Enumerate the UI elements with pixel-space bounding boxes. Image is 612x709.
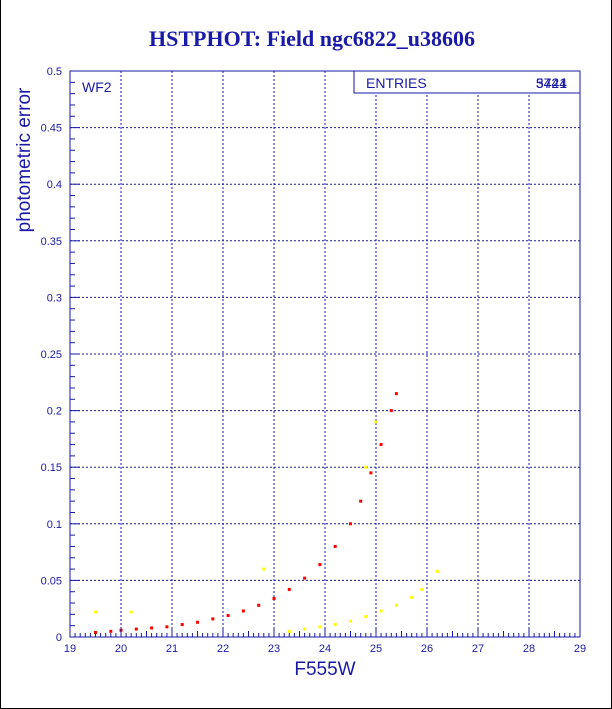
ticks xyxy=(69,70,581,638)
data-point xyxy=(129,610,133,614)
x-tick-label: 21 xyxy=(166,643,178,655)
x-tick-label: 25 xyxy=(370,643,382,655)
y-tick-label: 0 xyxy=(56,632,62,644)
x-tick-label: 26 xyxy=(421,643,433,655)
data-point xyxy=(196,620,199,624)
grid xyxy=(70,71,580,637)
data-point xyxy=(94,610,97,614)
y-axis-label: photometric error xyxy=(14,87,35,232)
data-point xyxy=(109,629,113,633)
data-point xyxy=(134,627,138,631)
stats-value-1: 5421 xyxy=(536,75,567,91)
x-tick-label: 28 xyxy=(523,643,535,655)
data-point xyxy=(272,597,276,601)
data-point xyxy=(394,603,398,607)
data-point xyxy=(165,625,169,629)
data-point xyxy=(364,465,368,469)
data-point xyxy=(394,392,398,396)
data-point xyxy=(349,619,352,623)
data-point xyxy=(241,609,245,613)
x-tick-label: 29 xyxy=(574,643,586,655)
x-tick-label: 22 xyxy=(217,643,229,655)
data-point xyxy=(349,522,352,526)
data-point xyxy=(333,623,337,627)
data-point xyxy=(369,471,373,475)
data-point xyxy=(150,626,154,630)
data-point xyxy=(389,409,393,413)
data-point xyxy=(374,420,378,424)
y-tick-label: 0.05 xyxy=(41,575,62,587)
y-tick-label: 0.2 xyxy=(47,406,62,418)
y-tick-label: 0.45 xyxy=(41,123,62,135)
x-tick-label: 27 xyxy=(472,643,484,655)
data-point xyxy=(333,544,337,548)
stats-box: ENTRIES 5421 3744 xyxy=(353,70,581,94)
data-point xyxy=(303,576,307,580)
data-point xyxy=(211,617,215,621)
y-tick-label: 0.15 xyxy=(41,462,62,474)
data-point xyxy=(379,443,383,447)
data-point xyxy=(257,603,261,607)
y-tick-label: 0.3 xyxy=(47,292,62,304)
data-point xyxy=(262,567,266,571)
data-point xyxy=(318,563,322,567)
data-point xyxy=(435,569,439,573)
y-tick-label: 0.25 xyxy=(41,349,62,361)
panel-label: WF2 xyxy=(82,79,112,95)
x-tick-label: 24 xyxy=(319,643,331,655)
tick-labels: 19 20 21 22 23 24 25 26 27 28 29 0 0.05 0.1 0.15 0.2 0.2… xyxy=(41,66,587,655)
y-tick-label: 0.4 xyxy=(47,179,62,191)
data-point xyxy=(180,623,184,627)
chart-title: HSTPHOT: Field ngc6822_u38606 xyxy=(149,26,475,51)
data-point xyxy=(226,613,230,617)
y-tick-label: 0.35 xyxy=(41,236,62,248)
data-point xyxy=(287,587,291,591)
data-point xyxy=(379,609,383,613)
x-axis-label: F555W xyxy=(294,659,355,680)
data-point xyxy=(364,615,368,619)
x-tick-label: 23 xyxy=(268,643,280,655)
stats-label: ENTRIES xyxy=(366,75,427,91)
data-point xyxy=(318,625,322,629)
stats-value-2: 3744 xyxy=(536,75,567,91)
data-point xyxy=(420,587,424,591)
y-tick-label: 0.1 xyxy=(47,519,62,531)
y-tick-label: 0.5 xyxy=(47,66,62,78)
data-point xyxy=(410,595,414,599)
data-point xyxy=(303,627,307,631)
x-tick-label: 20 xyxy=(115,643,127,655)
x-tick-label: 19 xyxy=(64,643,76,655)
data-point xyxy=(359,499,363,503)
data-point xyxy=(287,629,291,633)
